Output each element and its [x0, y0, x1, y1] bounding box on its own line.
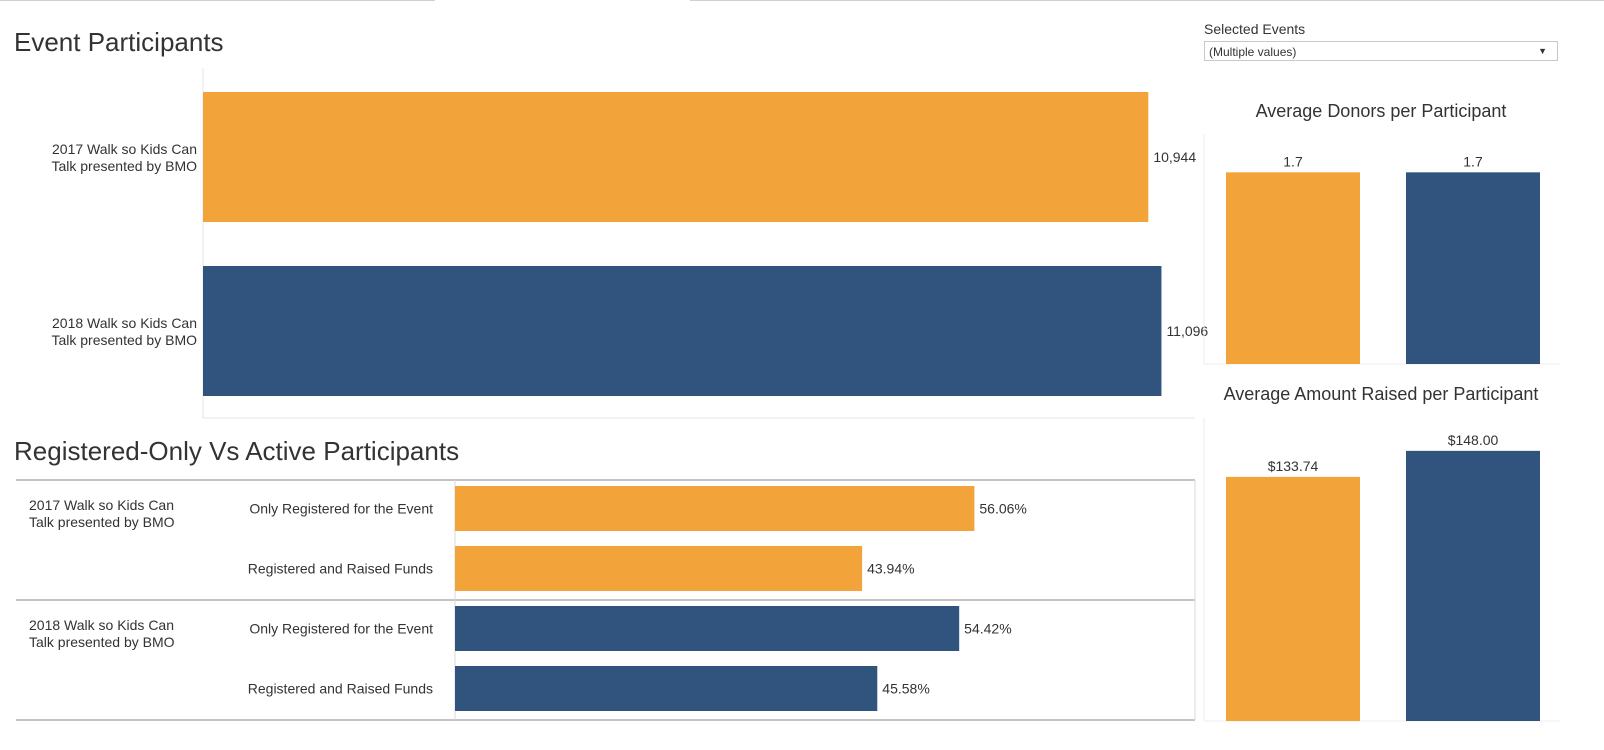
event-participants-title: Event Participants: [14, 27, 224, 57]
ep-category-line: Talk presented by BMO: [51, 332, 197, 348]
avg-donors-title: Average Donors per Participant: [1255, 101, 1507, 121]
ra-group-line: 2018 Walk so Kids Can: [29, 617, 174, 633]
ad-value-label-1: 1.7: [1463, 153, 1483, 169]
aa-value-label-1: $148.00: [1448, 432, 1499, 448]
ra-value-label-0-0: 56.06%: [979, 501, 1026, 517]
ep-category-line: Talk presented by BMO: [51, 158, 197, 174]
ra-value-label-0-1: 43.94%: [867, 561, 914, 577]
selected-events-label: Selected Events: [1204, 21, 1306, 37]
aa-bar-1: [1406, 450, 1540, 721]
selected-events-dropdown[interactable]: (Multiple values) ▼: [1204, 41, 1558, 61]
registered-vs-active-chart: 2017 Walk so Kids Can Talk presented by B…: [16, 479, 1196, 721]
ad-bar-0: [1226, 172, 1360, 364]
ep-category-label-1: 2018 Walk so Kids Can Talk presented by B…: [51, 315, 197, 348]
chevron-down-icon[interactable]: ▼: [1538, 46, 1547, 56]
ra-bar-0-1: [455, 546, 863, 591]
ep-category-line: 2018 Walk so Kids Can: [52, 315, 197, 331]
ep-category-label-0: 2017 Walk so Kids Can Talk presented by B…: [51, 141, 197, 174]
ra-group-line: Talk presented by BMO: [29, 514, 175, 530]
ra-bar-1-1: [455, 666, 878, 711]
avg-donors-chart: 1.7 1.7: [1203, 134, 1560, 365]
avg-amount-title: Average Amount Raised per Participant: [1223, 384, 1539, 404]
ra-group-line: 2017 Walk so Kids Can: [29, 497, 174, 513]
ra-value-label-1-0: 54.42%: [964, 621, 1011, 637]
ra-category-label-1-0: Only Registered for the Event: [249, 621, 433, 637]
ra-category-label-1-1: Registered and Raised Funds: [248, 681, 433, 697]
aa-value-label-0: $133.74: [1268, 458, 1319, 474]
ra-group-label-1: 2018 Walk so Kids Can Talk presented by B…: [29, 617, 175, 650]
ra-category-label-0-0: Only Registered for the Event: [249, 501, 433, 517]
ep-value-label-1: 11,096: [1166, 323, 1208, 339]
top-divider: [0, 0, 1604, 4]
aa-bar-0: [1226, 476, 1360, 721]
ep-bar-0: [203, 92, 1149, 222]
ep-bar-1: [203, 266, 1162, 396]
ra-category-label-0-1: Registered and Raised Funds: [248, 561, 433, 577]
ra-value-label-1-1: 45.58%: [882, 681, 929, 697]
ra-group-label-0: 2017 Walk so Kids Can Talk presented by B…: [29, 497, 175, 530]
ep-category-line: 2017 Walk so Kids Can: [52, 141, 197, 157]
ep-value-label-0: 10,944: [1153, 149, 1196, 165]
ad-value-label-0: 1.7: [1283, 153, 1303, 169]
selected-events-value: (Multiple values): [1209, 45, 1297, 59]
ad-bar-1: [1406, 172, 1540, 364]
ra-bar-1-0: [455, 606, 960, 651]
registered-vs-active-title: Registered-Only Vs Active Participants: [14, 436, 460, 466]
ra-bar-0-0: [455, 486, 975, 531]
ra-group-line: Talk presented by BMO: [29, 634, 175, 650]
